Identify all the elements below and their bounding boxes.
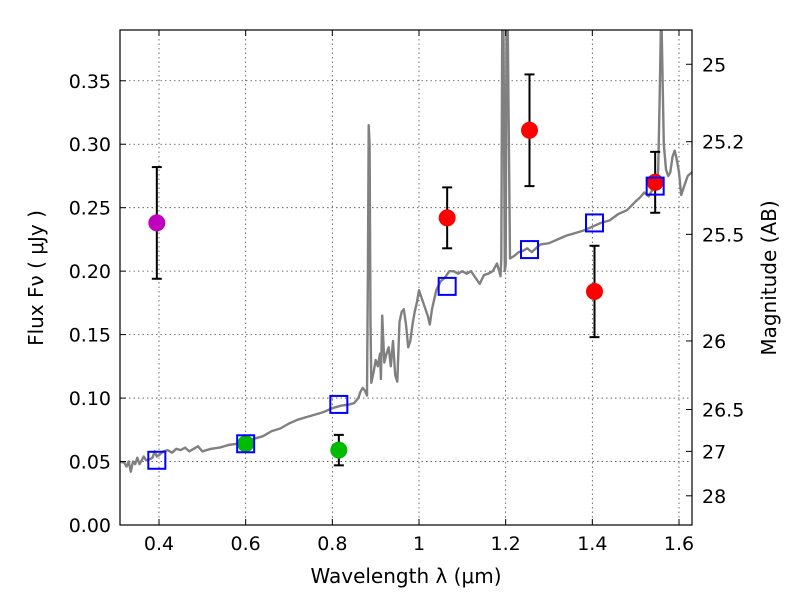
- y-tick-label: 0.25: [69, 198, 111, 220]
- x-axis-label: Wavelength λ (μm): [310, 564, 501, 588]
- observed-point-red: [521, 121, 538, 139]
- synthetic-square: [329, 394, 349, 414]
- synthetic-square: [585, 213, 604, 233]
- y-tick-label: 0.10: [69, 388, 111, 410]
- x-tick-label: 0.8: [317, 533, 347, 555]
- mag-tick-label: 27: [702, 441, 726, 463]
- x-tick-label: 1.2: [491, 533, 521, 555]
- synthetic-square: [520, 240, 539, 260]
- mag-tick-label: 26.5: [702, 400, 744, 422]
- synthetic-square: [437, 276, 457, 296]
- y-tick-label: 0.30: [69, 134, 111, 156]
- y-tick-label: 0.05: [69, 452, 111, 474]
- mag-tick-label: 26: [702, 331, 726, 353]
- mag-tick-label: 28: [702, 486, 726, 508]
- grid-layer: [120, 30, 692, 526]
- x-tick-label: 1.6: [664, 533, 694, 555]
- synthetic-square: [236, 434, 256, 454]
- axes-layer: 0.4 0.6 0.8 1 1.2 1.4 1.6 0.00 0.05 0.10 0.15 0.20 0…: [69, 30, 744, 555]
- observed-point-red: [438, 209, 456, 227]
- plot-frame: [119, 29, 693, 526]
- mag-tick-label: 25.2: [702, 132, 744, 154]
- mag-tick-label: 25.5: [702, 224, 744, 246]
- x-tick-label: 1.4: [577, 533, 607, 555]
- synthetic-square: [645, 176, 665, 196]
- observed-point-green: [237, 435, 255, 453]
- y-tick-label: 0.00: [69, 515, 111, 537]
- observed-point-green: [330, 441, 348, 459]
- observed-point-magenta: [148, 214, 166, 232]
- model-spectrum-line: [120, 30, 692, 473]
- x-tick-label: 1: [413, 533, 425, 555]
- y-axis-label: Flux Fν ( μJy ): [24, 210, 48, 346]
- mag-tick-label: 25: [702, 54, 726, 76]
- observed-point-red: [586, 282, 603, 300]
- y-tick-label: 0.35: [69, 71, 111, 93]
- synthetic-square: [147, 450, 167, 470]
- x-tick-label: 0.4: [144, 533, 174, 555]
- plot-area: [120, 30, 692, 473]
- y-tick-label: 0.15: [69, 325, 111, 347]
- y-tick-label: 0.20: [69, 261, 111, 283]
- y2-axis-label: Magnitude (AB): [757, 200, 781, 355]
- x-tick-label: 0.6: [231, 533, 261, 555]
